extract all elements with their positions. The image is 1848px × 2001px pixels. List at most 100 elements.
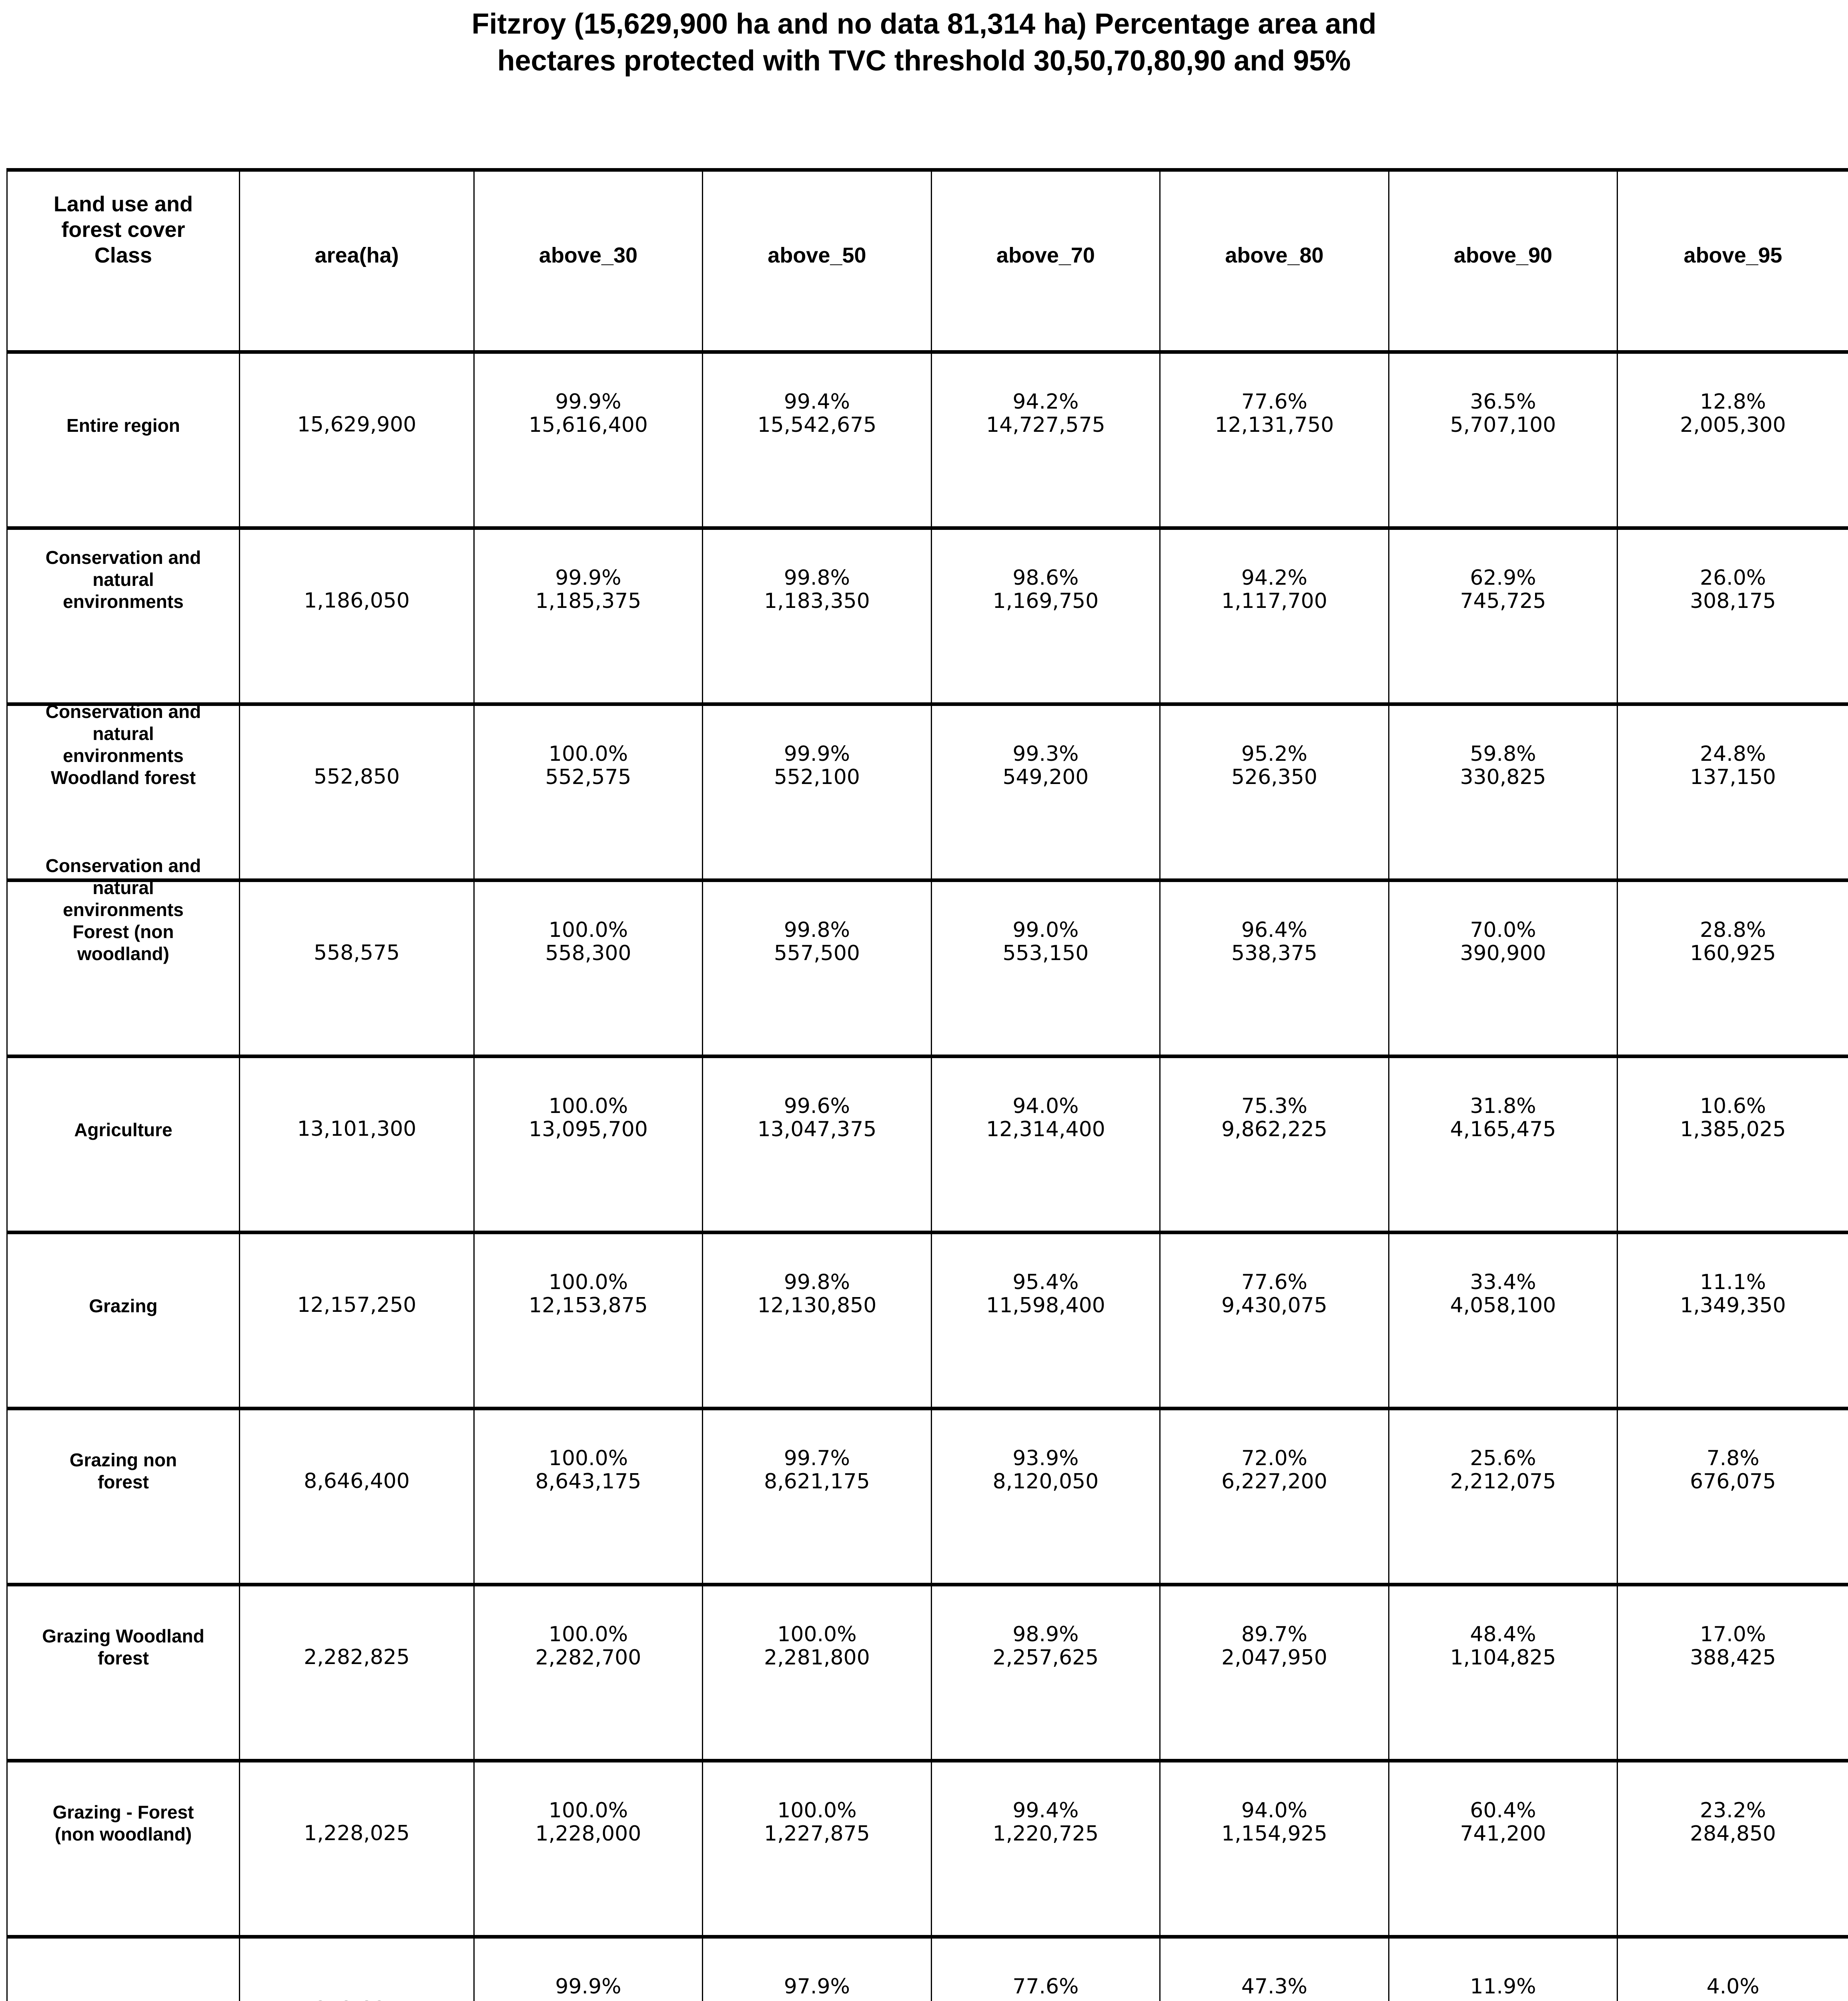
value-cell-above-80: 95.2% 526,350: [1161, 706, 1389, 878]
value-cell-above-80: 94.2% 1,117,700: [1161, 530, 1389, 702]
value-cell-above-90: 48.4% 1,104,825: [1389, 1586, 1618, 1759]
hectares-value: 1,385,025: [1680, 1117, 1786, 1141]
percent-value: 70.0%: [1470, 918, 1536, 942]
row-label-cell: Conservation and natural environments Wo…: [8, 701, 240, 878]
percent-value: 99.8%: [784, 918, 850, 942]
value-cell-above-95: 23.2% 284,850: [1618, 1762, 1848, 1935]
value-cell-above-30: 100.0% 13,095,700: [475, 1058, 703, 1231]
percent-value: 17.0%: [1700, 1622, 1766, 1646]
percent-value: 77.6%: [1012, 1974, 1079, 1999]
table-row: Entire region 15,629,900 99.9% 15,616,400…: [8, 354, 1848, 530]
header-cell-above-95: above_95: [1618, 172, 1848, 350]
title-line-2: hectares protected with TVC threshold 30…: [497, 45, 1351, 77]
area-value: 2,282,825: [304, 1645, 410, 1669]
percent-value: 33.4%: [1470, 1270, 1536, 1294]
percent-value: 77.6%: [1241, 1270, 1308, 1294]
hectares-value: 1,228,000: [535, 1821, 641, 1846]
row-label: Grazing - Forest (non woodland): [52, 1801, 194, 1845]
value-cell-above-30: 100.0% 558,300: [475, 882, 703, 1055]
hectares-value: 538,375: [1231, 941, 1318, 965]
percent-value: 48.4%: [1470, 1622, 1536, 1646]
table-row: Cropping 812,825 99.9%811,750 97.9%795,6…: [8, 1939, 1848, 2001]
value-cell-above-50: 99.7% 8,621,175: [703, 1410, 932, 1583]
hectares-value: 330,825: [1460, 765, 1546, 789]
area-value: 558,575: [313, 940, 400, 965]
hectares-value: 12,153,875: [529, 1293, 648, 1317]
hectares-value: 2,257,625: [992, 1645, 1099, 1670]
percent-value: 99.7%: [784, 1446, 850, 1470]
area-value: 1,186,050: [304, 588, 410, 613]
column-header-area: area(ha): [315, 243, 399, 267]
value-cell-above-30: 99.9%811,750: [475, 1939, 703, 2001]
hectares-value: 9,430,075: [1221, 1293, 1327, 1317]
value-cell-above-90: 25.6% 2,212,075: [1389, 1410, 1618, 1583]
value-cell-above-70: 94.0% 12,314,400: [932, 1058, 1161, 1231]
row-label: Conservation and natural environments: [45, 547, 201, 612]
value-cell-above-70: 98.9% 2,257,625: [932, 1586, 1161, 1759]
percent-value: 11.1%: [1700, 1270, 1766, 1294]
percent-value: 98.6%: [1012, 565, 1079, 590]
value-cell-above-90: 36.5% 5,707,100: [1389, 354, 1618, 526]
row-label-cell: Entire region: [8, 354, 240, 526]
value-cell-above-80: 96.4% 538,375: [1161, 882, 1389, 1055]
value-cell-above-50: 99.8% 12,130,850: [703, 1234, 932, 1407]
table-row: Conservation and natural environments Wo…: [8, 701, 1848, 882]
row-label-cell: Conservation and natural environments: [8, 530, 240, 702]
table-row: Agriculture 13,101,300 100.0% 13,095,700 …: [8, 1058, 1848, 1234]
percent-value: 100.0%: [548, 1798, 628, 1823]
hectares-value: 2,212,075: [1450, 1469, 1556, 1494]
row-label-cell: Agriculture: [8, 1058, 240, 1231]
value-cell-above-30: 99.9% 1,185,375: [475, 530, 703, 702]
percent-value: 99.9%: [784, 742, 850, 766]
hectares-value: 6,227,200: [1221, 1469, 1327, 1494]
hectares-value: 2,281,800: [764, 1645, 870, 1670]
hectares-value: 137,150: [1690, 765, 1776, 789]
value-cell-above-80: 47.3%384,400: [1161, 1939, 1389, 2001]
hectares-value: 12,131,750: [1215, 413, 1334, 437]
percent-value: 100.0%: [548, 1446, 628, 1470]
area-cell: 2,282,825: [240, 1586, 475, 1759]
percent-value: 94.0%: [1012, 1094, 1079, 1118]
hectares-value: 552,575: [545, 765, 631, 789]
percent-value: 72.0%: [1241, 1446, 1308, 1470]
header-cell-above-30: above_30: [475, 172, 703, 350]
percent-value: 99.9%: [555, 389, 621, 414]
row-label-cell: Conservation and natural environments Fo…: [8, 855, 240, 1055]
row-label-cell: Grazing Woodland forest: [8, 1586, 240, 1759]
hectares-value: 12,314,400: [986, 1117, 1105, 1141]
percent-value: 99.8%: [784, 565, 850, 590]
percent-value: 99.6%: [784, 1094, 850, 1118]
percent-value: 99.3%: [1012, 742, 1079, 766]
percent-value: 94.2%: [1012, 389, 1079, 414]
value-cell-above-50: 99.4% 15,542,675: [703, 354, 932, 526]
hectares-value: 1,349,350: [1680, 1293, 1786, 1317]
value-cell-above-90: 31.8% 4,165,475: [1389, 1058, 1618, 1231]
value-cell-above-95: 12.8% 2,005,300: [1618, 354, 1848, 526]
value-cell-above-80: 77.6% 12,131,750: [1161, 354, 1389, 526]
hectares-value: 384,400: [1161, 1998, 1387, 2001]
column-header-above-70: above_70: [996, 243, 1095, 267]
page-title: Fitzroy (15,629,900 ha and no data 81,31…: [0, 6, 1848, 79]
land-use-table: Land use and forest cover Class area(ha)…: [6, 168, 1848, 2001]
hectares-value: 8,643,175: [535, 1469, 641, 1494]
hectares-value: 15,616,400: [529, 413, 648, 437]
percent-value: 95.4%: [1012, 1270, 1079, 1294]
percent-value: 93.9%: [1012, 1446, 1079, 1470]
percent-value: 100.0%: [777, 1798, 857, 1823]
area-cell: 552,850: [240, 706, 475, 878]
hectares-value: 745,725: [1460, 589, 1546, 613]
hectares-value: 9,862,225: [1221, 1117, 1327, 1141]
value-cell-above-70: 94.2% 14,727,575: [932, 354, 1161, 526]
hectares-value: 526,350: [1231, 765, 1318, 789]
value-cell-above-50: 99.8% 557,500: [703, 882, 932, 1055]
value-cell-above-50: 100.0% 1,227,875: [703, 1762, 932, 1935]
hectares-value: 13,047,375: [757, 1117, 877, 1141]
hectares-value: 4,165,475: [1450, 1117, 1556, 1141]
value-cell-above-80: 94.0% 1,154,925: [1161, 1762, 1389, 1935]
percent-value: 31.8%: [1470, 1094, 1536, 1118]
row-label: Grazing non forest: [69, 1449, 177, 1492]
percent-value: 23.2%: [1700, 1798, 1766, 1823]
hectares-value: 14,727,575: [986, 413, 1105, 437]
value-cell-above-95: 26.0% 308,175: [1618, 530, 1848, 702]
hectares-value: 13,095,700: [529, 1117, 648, 1141]
